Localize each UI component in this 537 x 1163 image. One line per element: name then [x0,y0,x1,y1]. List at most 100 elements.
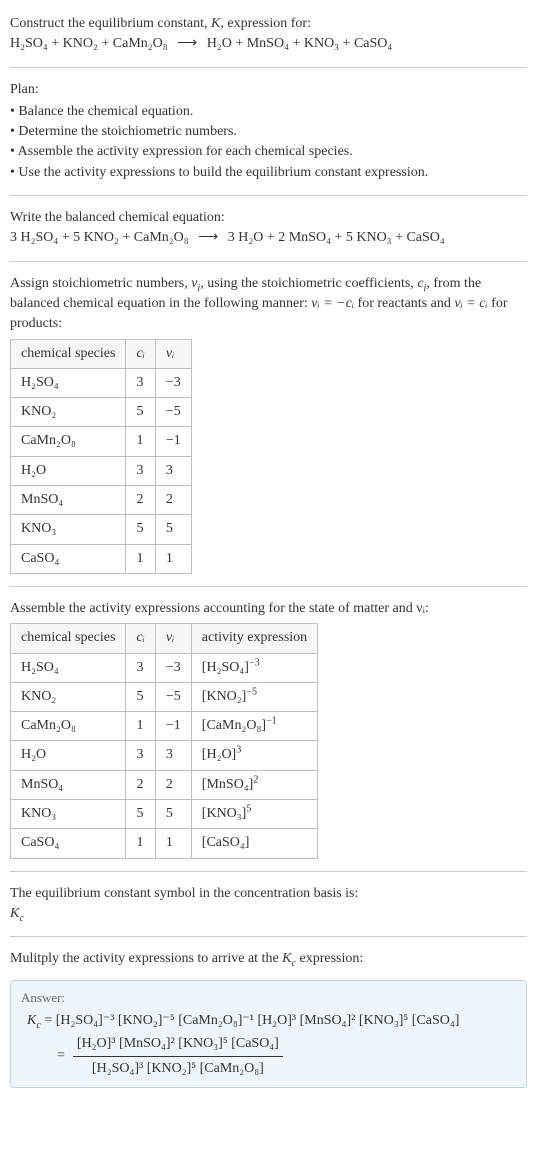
cell-ci: 5 [126,800,155,829]
eqconst-section: The equilibrium constant symbol in the c… [10,878,527,931]
assign-section: Assign stoichiometric numbers, νi, using… [10,268,527,580]
cell-vi: 5 [155,800,191,829]
arrow-icon: ⟶ [171,36,203,51]
cell-vi: 2 [155,770,191,799]
balanced-title: Write the balanced chemical equation: [10,208,527,228]
c-symbol: ci [417,276,426,291]
col-vi: νᵢ [155,339,191,368]
divider [10,67,527,68]
balanced-equation: 3 H₂SO₄ + 5 KNO₂ + CaMn₂O₈ ⟶ 3 H₂O + 2 M… [10,228,527,248]
cell-vi: 3 [155,456,191,485]
table-row: MnSO₄22[MnSO₄]2 [11,770,318,799]
plan-item: Use the activity expressions to build th… [10,163,527,183]
cell-species: CaMn₂O₈ [11,427,126,456]
col-species: chemical species [11,624,126,653]
cell-activity: [KNO₂]−5 [191,682,317,711]
col-species: chemical species [11,339,126,368]
divider [10,261,527,262]
divider [10,871,527,872]
eqconst-text: The equilibrium constant symbol in the c… [10,884,527,904]
intro-line1b: , expression for: [220,16,311,31]
cell-activity: [CaMn₂O₈]−1 [191,712,317,741]
assemble-text: Assemble the activity expressions accoun… [10,599,527,619]
cell-species: KNO₂ [11,682,126,711]
cell-ci: 2 [126,770,155,799]
cell-vi: −3 [155,653,191,682]
balanced-rhs: 3 H₂O + 2 MnSO₄ + 5 KNO₃ + CaSO₄ [228,230,445,245]
answer-box: Answer: Kc = [H₂SO₄]⁻³ [KNO₂]⁻⁵ [CaMn₂O₈… [10,980,527,1089]
cell-ci: 1 [126,829,155,858]
cell-species: CaMn₂O₈ [11,712,126,741]
cell-species: H₂O [11,456,126,485]
cell-ci: 3 [126,368,155,397]
stoich-table: chemical species cᵢ νᵢ H₂SO₄3−3 KNO₂5−5 … [10,339,192,574]
cell-ci: 1 [126,544,155,573]
cell-vi: −1 [155,427,191,456]
multiply-text: Mulitply the activity expressions to arr… [10,951,363,966]
rel2: νᵢ = cᵢ [454,296,487,311]
equals-sign: = [57,1046,71,1066]
intro-line1: Construct the equilibrium constant, [10,16,211,31]
cell-vi: −1 [155,712,191,741]
table-row: MnSO₄22 [11,486,192,515]
fraction: [H₂O]³ [MnSO₄]² [KNO₃]⁵ [CaSO₄] [H₂SO₄]³… [73,1034,283,1080]
assign-text: , using the stoichiometric coefficients, [200,276,417,291]
table-row: KNO₃55 [11,515,192,544]
col-ci: cᵢ [126,624,155,653]
fraction-numerator: [H₂O]³ [MnSO₄]² [KNO₃]⁵ [CaSO₄] [73,1034,283,1057]
cell-vi: −5 [155,398,191,427]
table-row: CaMn₂O₈1−1[CaMn₂O₈]−1 [11,712,318,741]
cell-species: CaSO₄ [11,829,126,858]
cell-vi: 3 [155,741,191,770]
cell-ci: 5 [126,398,155,427]
cell-vi: −5 [155,682,191,711]
table-row: CaSO₄11 [11,544,192,573]
eq-rhs: H₂O + MnSO₄ + KNO₃ + CaSO₄ [207,36,393,51]
table-row: KNO₃55[KNO₃]5 [11,800,318,829]
table-row: H₂O33[H₂O]3 [11,741,318,770]
cell-vi: 5 [155,515,191,544]
balanced-lhs: 3 H₂SO₄ + 5 KNO₂ + CaMn₂O₈ [10,230,189,245]
cell-species: MnSO₄ [11,770,126,799]
cell-vi: 2 [155,486,191,515]
cell-ci: 1 [126,427,155,456]
cell-species: H₂O [11,741,126,770]
k-symbol: K [211,16,220,31]
table-row: KNO₂5−5 [11,398,192,427]
kc-expression-line1: Kc = [H₂SO₄]⁻³ [KNO₂]⁻⁵ [CaMn₂O₈]⁻¹ [H₂O… [21,1011,516,1031]
table-row: KNO₂5−5[KNO₂]−5 [11,682,318,711]
assign-text: for reactants and [354,296,454,311]
plan-section: Plan: Balance the chemical equation. Det… [10,74,527,189]
cell-ci: 1 [126,712,155,741]
kc-symbol: Kc [10,904,527,924]
table-row: H₂SO₄3−3 [11,368,192,397]
plan-item: Determine the stoichiometric numbers. [10,122,527,142]
answer-label: Answer: [21,989,516,1008]
table-row: CaSO₄11[CaSO₄] [11,829,318,858]
cell-activity: [KNO₃]5 [191,800,317,829]
kc-symbol: Kc [27,1013,41,1028]
intro-equation: H₂SO₄ + KNO₂ + CaMn₂O₈ ⟶ H₂O + MnSO₄ + K… [10,34,527,54]
divider [10,195,527,196]
cell-activity: [H₂O]3 [191,741,317,770]
cell-activity: [H₂SO₄]−3 [191,653,317,682]
table-header-row: chemical species cᵢ νᵢ activity expressi… [11,624,318,653]
col-activity: activity expression [191,624,317,653]
divider [10,586,527,587]
cell-species: KNO₃ [11,800,126,829]
cell-vi: −3 [155,368,191,397]
cell-ci: 3 [126,741,155,770]
plan-item: Assemble the activity expression for eac… [10,142,527,162]
table-row: CaMn₂O₈1−1 [11,427,192,456]
activity-table: chemical species cᵢ νᵢ activity expressi… [10,623,318,858]
cell-species: KNO₂ [11,398,126,427]
intro-text: Construct the equilibrium constant, K, e… [10,14,527,34]
assign-text: Assign stoichiometric numbers, [10,276,191,291]
col-ci: cᵢ [126,339,155,368]
cell-ci: 5 [126,515,155,544]
cell-vi: 1 [155,544,191,573]
divider [10,936,527,937]
fraction-denominator: [H₂SO₄]³ [KNO₂]⁵ [CaMn₂O₈] [73,1057,283,1079]
nu-symbol: νi [191,276,200,291]
rel1: νᵢ = −cᵢ [311,296,354,311]
